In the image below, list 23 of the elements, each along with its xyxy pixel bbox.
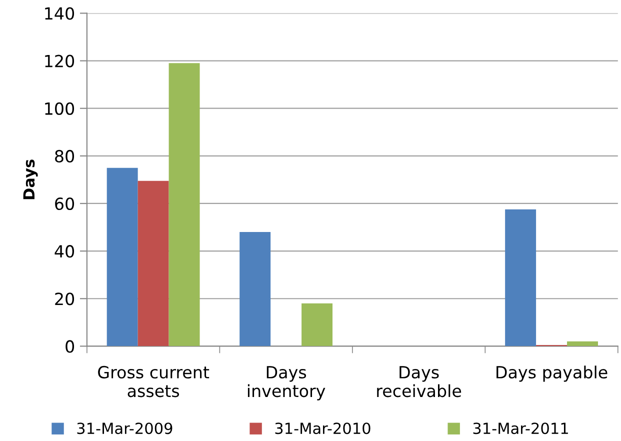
bar bbox=[106, 168, 138, 346]
legend-label: 31-Mar-2011 bbox=[473, 422, 568, 434]
legend-label: 31-Mar-2009 bbox=[77, 422, 172, 434]
bar bbox=[168, 63, 200, 346]
y-tick-label: 0 bbox=[66, 340, 74, 353]
y-tick-label: 40 bbox=[54, 245, 74, 258]
y-tick-label: 140 bbox=[45, 7, 74, 20]
bar bbox=[567, 341, 598, 346]
y-tick-label: 60 bbox=[55, 197, 74, 210]
x-tick-label: Days inventory bbox=[248, 366, 326, 400]
legend-label: 31-Mar-2010 bbox=[275, 422, 370, 434]
x-tick-label: Days payable bbox=[496, 366, 608, 382]
bar bbox=[240, 232, 271, 346]
y-tick-label: 120 bbox=[45, 54, 74, 68]
y-tick-label: 100 bbox=[45, 102, 74, 115]
bar bbox=[138, 180, 169, 346]
x-tick-label: Gross current assets bbox=[98, 366, 210, 398]
y-tick-label: 80 bbox=[55, 150, 74, 162]
y-axis-title: Days bbox=[23, 160, 38, 200]
y-tick-label: 20 bbox=[55, 292, 74, 306]
bar bbox=[505, 209, 536, 346]
x-tick-label: Days receivable bbox=[377, 366, 462, 398]
bar bbox=[302, 303, 333, 346]
